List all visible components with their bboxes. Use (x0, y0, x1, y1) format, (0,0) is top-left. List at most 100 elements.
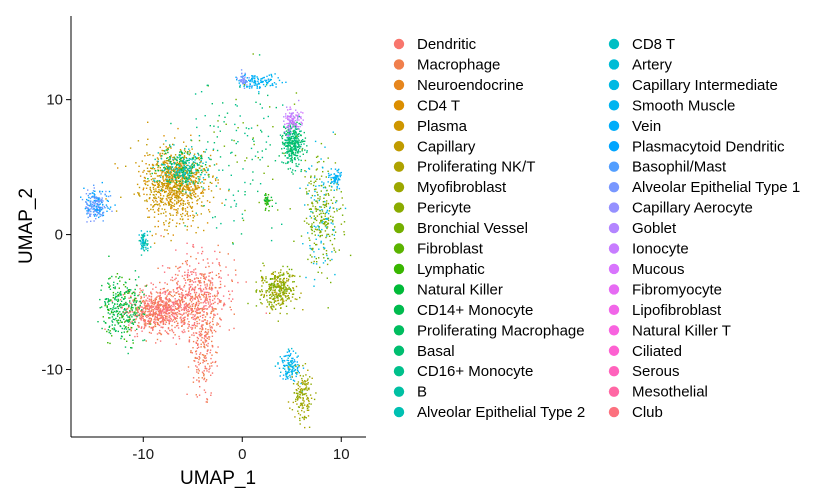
cell-point (197, 277, 199, 280)
cell-point (273, 287, 275, 289)
cell-point (186, 318, 189, 320)
cell-point (187, 330, 190, 332)
cell-point (211, 346, 214, 348)
cell-point (95, 199, 97, 201)
cell-point (179, 160, 182, 162)
cell-point (116, 303, 119, 305)
cell-point (166, 162, 168, 164)
cell-point (87, 204, 89, 206)
cell-point (294, 275, 296, 277)
cell-point (193, 215, 196, 217)
cell-point (130, 330, 132, 332)
cell-point (323, 204, 326, 206)
cell-point (206, 258, 209, 260)
cell-point (155, 193, 157, 196)
cell-point (203, 168, 205, 170)
cell-point (193, 269, 195, 271)
cell-point (101, 214, 103, 216)
cell-point (189, 190, 191, 192)
cell-point (341, 197, 343, 199)
cell-point (167, 293, 169, 296)
cell-point (216, 352, 218, 354)
cell-point (211, 286, 213, 289)
cell-point (324, 200, 326, 203)
cell-point (243, 77, 245, 79)
cell-point (268, 283, 271, 285)
cell-point (244, 74, 246, 77)
cell-point (212, 302, 215, 305)
cell-point (172, 156, 174, 159)
cell-point (290, 152, 293, 154)
cell-point (241, 75, 243, 78)
cell-point (163, 204, 165, 206)
cell-point (283, 360, 286, 362)
cell-point (206, 299, 208, 302)
cell-point (286, 373, 288, 375)
cell-point (236, 79, 238, 81)
cell-point (201, 290, 204, 292)
cell-point (165, 215, 167, 217)
cell-point (319, 222, 321, 224)
cell-point (203, 377, 206, 379)
cell-point (148, 300, 150, 302)
cell-point (320, 212, 322, 215)
cell-point (261, 156, 264, 159)
cell-point (264, 85, 267, 88)
cell-point (182, 209, 184, 211)
cell-point (298, 147, 301, 150)
cell-point (146, 180, 149, 183)
cell-point (301, 377, 303, 380)
cell-point (297, 128, 300, 130)
cell-point (98, 197, 100, 199)
cell-point (196, 277, 198, 279)
cell-point (187, 188, 189, 190)
cell-point (193, 181, 195, 183)
cell-point (161, 199, 163, 201)
cell-point (301, 392, 303, 394)
cell-point (281, 81, 283, 84)
cell-point (162, 322, 165, 324)
cell-point (94, 213, 96, 216)
cell-point (148, 331, 151, 334)
cell-point (183, 323, 186, 325)
cell-point (286, 271, 288, 273)
cell-point (303, 388, 305, 390)
cell-point (193, 191, 195, 193)
cell-point (145, 315, 147, 317)
cell-point (182, 187, 184, 190)
cell-point (309, 376, 311, 378)
cell-point (217, 298, 219, 300)
cell-point (282, 367, 284, 369)
cell-point (145, 324, 147, 326)
cell-point (200, 169, 203, 171)
cell-point (187, 315, 189, 317)
cell-point (266, 197, 268, 200)
cell-point (202, 189, 204, 191)
cell-point (280, 303, 282, 306)
cell-point (296, 366, 299, 369)
cell-point (172, 337, 174, 339)
cell-point (288, 118, 290, 120)
cell-point (203, 370, 205, 372)
cell-point (180, 170, 182, 172)
cell-point (270, 286, 273, 289)
cell-point (288, 115, 290, 118)
cell-point (327, 217, 330, 219)
cell-point (167, 165, 170, 168)
cell-point (266, 294, 268, 297)
cell-point (124, 303, 126, 306)
cluster-6 (186, 293, 220, 403)
cell-point (265, 291, 267, 294)
cell-point (87, 189, 89, 191)
cell-point (147, 184, 149, 186)
cell-point (135, 301, 137, 303)
cell-point (109, 195, 112, 197)
cell-point (157, 209, 159, 211)
cell-point (173, 192, 176, 194)
cell-point (240, 80, 242, 82)
cell-point (147, 315, 149, 317)
cell-point (208, 174, 210, 176)
cell-point (141, 326, 143, 328)
cell-point (134, 329, 136, 332)
cell-point (106, 199, 108, 202)
